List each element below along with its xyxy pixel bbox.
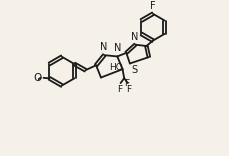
Text: N: N (99, 42, 107, 52)
Text: O: O (33, 73, 41, 83)
Text: F: F (117, 85, 122, 94)
Text: F: F (125, 85, 131, 94)
Text: F: F (124, 79, 129, 88)
Text: F: F (150, 1, 155, 11)
Text: S: S (131, 65, 137, 75)
Text: HO: HO (109, 63, 123, 72)
Text: N: N (131, 32, 138, 42)
Text: N: N (114, 43, 121, 53)
